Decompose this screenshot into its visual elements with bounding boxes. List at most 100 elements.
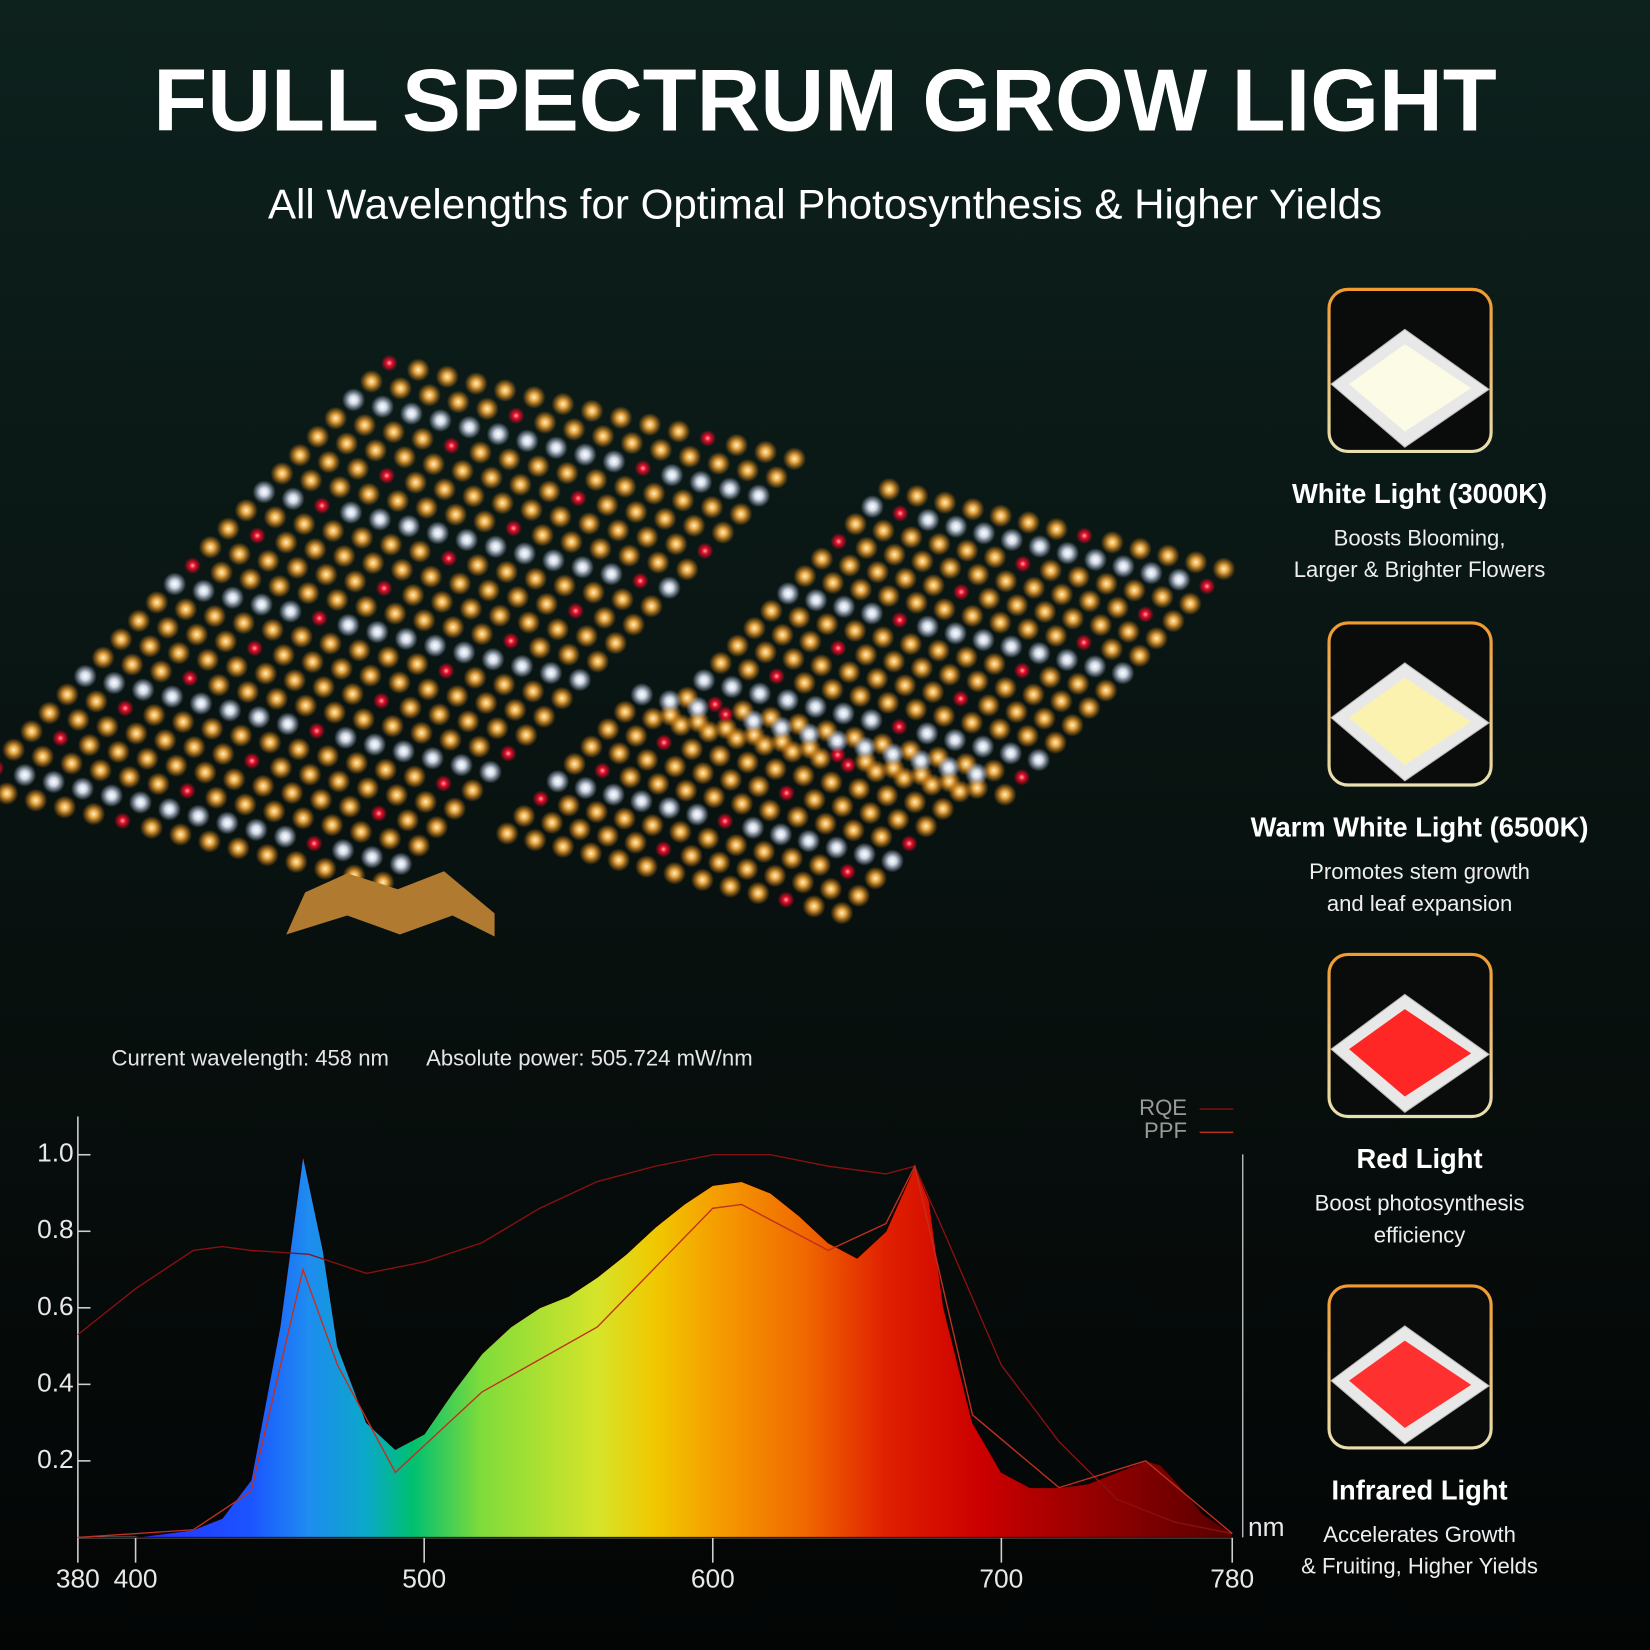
led	[331, 838, 355, 862]
led	[244, 818, 268, 842]
led	[185, 622, 209, 647]
led	[378, 827, 402, 851]
led	[59, 751, 84, 776]
led	[910, 656, 934, 680]
led	[414, 790, 438, 814]
led	[964, 762, 989, 786]
led	[594, 762, 611, 780]
led	[960, 604, 984, 628]
led	[95, 715, 119, 739]
led	[249, 592, 274, 617]
led	[220, 586, 245, 610]
led	[505, 519, 522, 537]
led	[839, 863, 857, 881]
led	[602, 449, 626, 474]
led	[719, 768, 743, 792]
led	[1067, 565, 1091, 589]
led	[430, 590, 454, 614]
led	[839, 756, 857, 774]
led	[829, 639, 847, 657]
led	[877, 477, 901, 501]
led	[685, 802, 709, 827]
led	[77, 733, 102, 757]
x-tick-label: 380	[56, 1564, 100, 1594]
led	[318, 631, 342, 656]
led	[966, 562, 990, 587]
led	[497, 447, 521, 471]
led	[526, 454, 550, 478]
led	[314, 562, 338, 587]
led	[533, 410, 557, 435]
led	[819, 770, 843, 794]
led	[787, 605, 811, 630]
led	[346, 457, 370, 481]
led	[892, 766, 916, 790]
led	[748, 681, 772, 706]
led	[466, 553, 490, 577]
led	[952, 583, 970, 601]
led	[455, 528, 479, 552]
led	[952, 690, 970, 708]
led	[464, 371, 488, 396]
led	[933, 491, 957, 515]
led	[521, 679, 545, 703]
led	[403, 765, 427, 789]
led	[803, 695, 828, 719]
led	[19, 719, 44, 743]
led	[585, 800, 609, 824]
led	[832, 595, 856, 619]
led	[1184, 550, 1208, 574]
led	[741, 816, 765, 840]
led	[335, 431, 359, 456]
led	[507, 407, 525, 425]
led	[308, 722, 326, 740]
led	[262, 799, 286, 823]
led	[406, 358, 430, 382]
led	[473, 509, 497, 533]
subtitle: All Wavelengths for Optimal Photosynthes…	[268, 180, 1382, 227]
led	[102, 671, 126, 695]
led	[31, 745, 55, 769]
led	[955, 538, 979, 563]
led	[153, 728, 177, 752]
led	[657, 576, 681, 600]
led	[460, 778, 485, 802]
led	[387, 670, 411, 694]
chip-face	[1349, 1009, 1472, 1097]
led	[347, 638, 371, 662]
led	[971, 735, 995, 759]
led	[474, 691, 498, 715]
series-line	[77, 1164, 1233, 1539]
led	[528, 636, 552, 660]
led	[310, 609, 328, 627]
led	[798, 629, 822, 654]
led	[932, 597, 957, 621]
led	[1105, 596, 1130, 620]
spectrum-chart: nm 0.2 0.4 0.6 0.8 1.0 380 400 500 600 700 780 RQEP…	[37, 1095, 1284, 1594]
led	[313, 857, 337, 881]
led-panel	[0, 354, 1236, 925]
led	[426, 521, 450, 545]
feature-title: Infrared Light	[1331, 1474, 1507, 1505]
led	[697, 720, 721, 744]
led	[655, 840, 672, 858]
led	[303, 537, 327, 561]
led	[804, 588, 828, 612]
led	[510, 654, 534, 678]
led	[642, 481, 666, 506]
led	[349, 820, 373, 844]
title: FULL SPECTRUM GROW LIGHT	[153, 51, 1497, 150]
led	[865, 667, 889, 691]
led	[786, 805, 810, 829]
led	[53, 795, 77, 819]
led	[405, 652, 429, 676]
led	[736, 750, 760, 774]
led	[843, 512, 868, 536]
led	[768, 667, 786, 685]
led	[246, 639, 264, 657]
led	[508, 473, 532, 497]
led	[440, 549, 458, 567]
led	[943, 728, 967, 752]
led	[380, 714, 405, 738]
led	[1027, 748, 1051, 772]
